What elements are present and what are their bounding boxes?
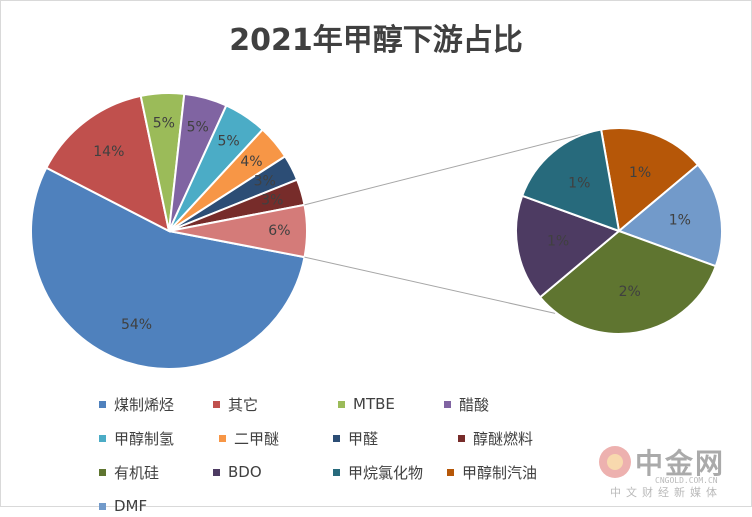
legend-label: 甲醇制汽油 — [462, 463, 538, 482]
legend-item-4: 甲醇制氢 — [99, 427, 219, 449]
legend-swatch — [213, 400, 220, 408]
secondary-pie-slice-8 — [538, 229, 718, 335]
legend-label: 醋酸 — [459, 395, 490, 414]
pie-slice-label-0: 54% — [121, 317, 152, 333]
pie-slice-0 — [30, 166, 306, 370]
legend-label: 二甲醚 — [234, 429, 280, 448]
legend-label: 甲醛 — [348, 429, 379, 448]
legend-label: 煤制烯烃 — [114, 395, 175, 414]
legend-item-12: DMF — [99, 495, 205, 517]
pie-slice-label-2: 5% — [153, 115, 175, 131]
watermark: 中金网 CNGOLD.COM.CN 中文财经新媒体 — [591, 440, 741, 500]
watermark-name: 中金网 — [635, 447, 726, 480]
legend-item-8: 有机硅 — [99, 461, 213, 483]
legend-item-7: 醇醚燃料 — [458, 427, 564, 449]
pie-slice-label-other: 6% — [268, 223, 290, 239]
legend-item-3: 醋酸 — [444, 393, 558, 415]
legend-item-1: 其它 — [213, 393, 338, 415]
legend-item-10: 甲烷氯化物 — [333, 461, 447, 483]
legend-label: 其它 — [228, 395, 259, 414]
secondary-pie-slice-12 — [617, 163, 723, 268]
secondary-pie-slice-10 — [520, 128, 621, 233]
legend-label: MTBE — [353, 395, 395, 413]
pie-slice-label-1: 14% — [93, 144, 124, 160]
legend-swatch — [333, 434, 340, 442]
legend-swatch — [99, 434, 106, 442]
chart-legend: 煤制烯烃 其它 MTBE 醋酸甲醇制氢 二甲醚 甲醛 醇醚燃料有机硅 BDO 甲烷氯化物 甲醇制汽… — [99, 393, 659, 517]
legend-swatch — [338, 400, 345, 408]
legend-label: 甲醇制氢 — [114, 429, 175, 448]
secondary-pie-slice-label-9: 1% — [547, 234, 569, 250]
pie-slice-label-7: 3% — [261, 193, 283, 209]
legend-swatch — [447, 468, 454, 476]
legend-label: 甲烷氯化物 — [348, 463, 424, 482]
watermark-logo-icon — [599, 446, 631, 478]
legend-label: 醇醚燃料 — [473, 429, 534, 448]
legend-swatch — [219, 434, 226, 442]
secondary-pie-slice-label-11: 1% — [629, 165, 651, 181]
legend-swatch — [333, 468, 340, 476]
secondary-pie-slice-label-12: 1% — [669, 212, 691, 228]
pie-slice-label-3: 5% — [187, 119, 209, 135]
legend-swatch — [458, 434, 465, 442]
chart-title: 2021年甲醇下游占比 — [229, 23, 523, 58]
watermark-tagline: 中文财经新媒体 — [610, 486, 722, 499]
legend-label: BDO — [228, 463, 262, 481]
legend-label: 有机硅 — [114, 463, 160, 482]
secondary-pie-slice-label-8: 2% — [619, 284, 641, 300]
secondary-pie-slice-label-10: 1% — [568, 176, 590, 192]
legend-swatch — [99, 502, 106, 510]
legend-item-6: 甲醛 — [333, 427, 458, 449]
legend-swatch — [99, 400, 106, 408]
legend-item-11: 甲醇制汽油 — [447, 461, 572, 483]
legend-swatch — [99, 468, 106, 476]
legend-label: DMF — [114, 497, 148, 515]
legend-item-5: 二甲醚 — [219, 427, 333, 449]
secondary-pie-slice-9 — [515, 194, 621, 299]
legend-item-9: BDO — [213, 461, 333, 483]
legend-swatch — [444, 400, 451, 408]
legend-item-0: 煤制烯烃 — [99, 393, 213, 415]
watermark-site: CNGOLD.COM.CN — [655, 476, 718, 485]
secondary-pie-slice-11 — [599, 127, 700, 233]
legend-swatch — [213, 468, 220, 476]
pie-slice-1 — [44, 94, 171, 233]
pie-slice-other — [168, 203, 308, 259]
legend-item-2: MTBE — [338, 393, 444, 415]
connector-line-bottom — [304, 256, 556, 314]
pie-of-pie-chart: 54%14%5% 5%5%4%3%3%6%1%1%2%1%1% — [30, 92, 723, 370]
connector-line-top — [304, 128, 603, 206]
pie-slice-label-4: 5% — [218, 133, 240, 149]
pie-slice-label-5: 4% — [240, 154, 262, 170]
pie-slice-label-6: 3% — [254, 174, 276, 190]
